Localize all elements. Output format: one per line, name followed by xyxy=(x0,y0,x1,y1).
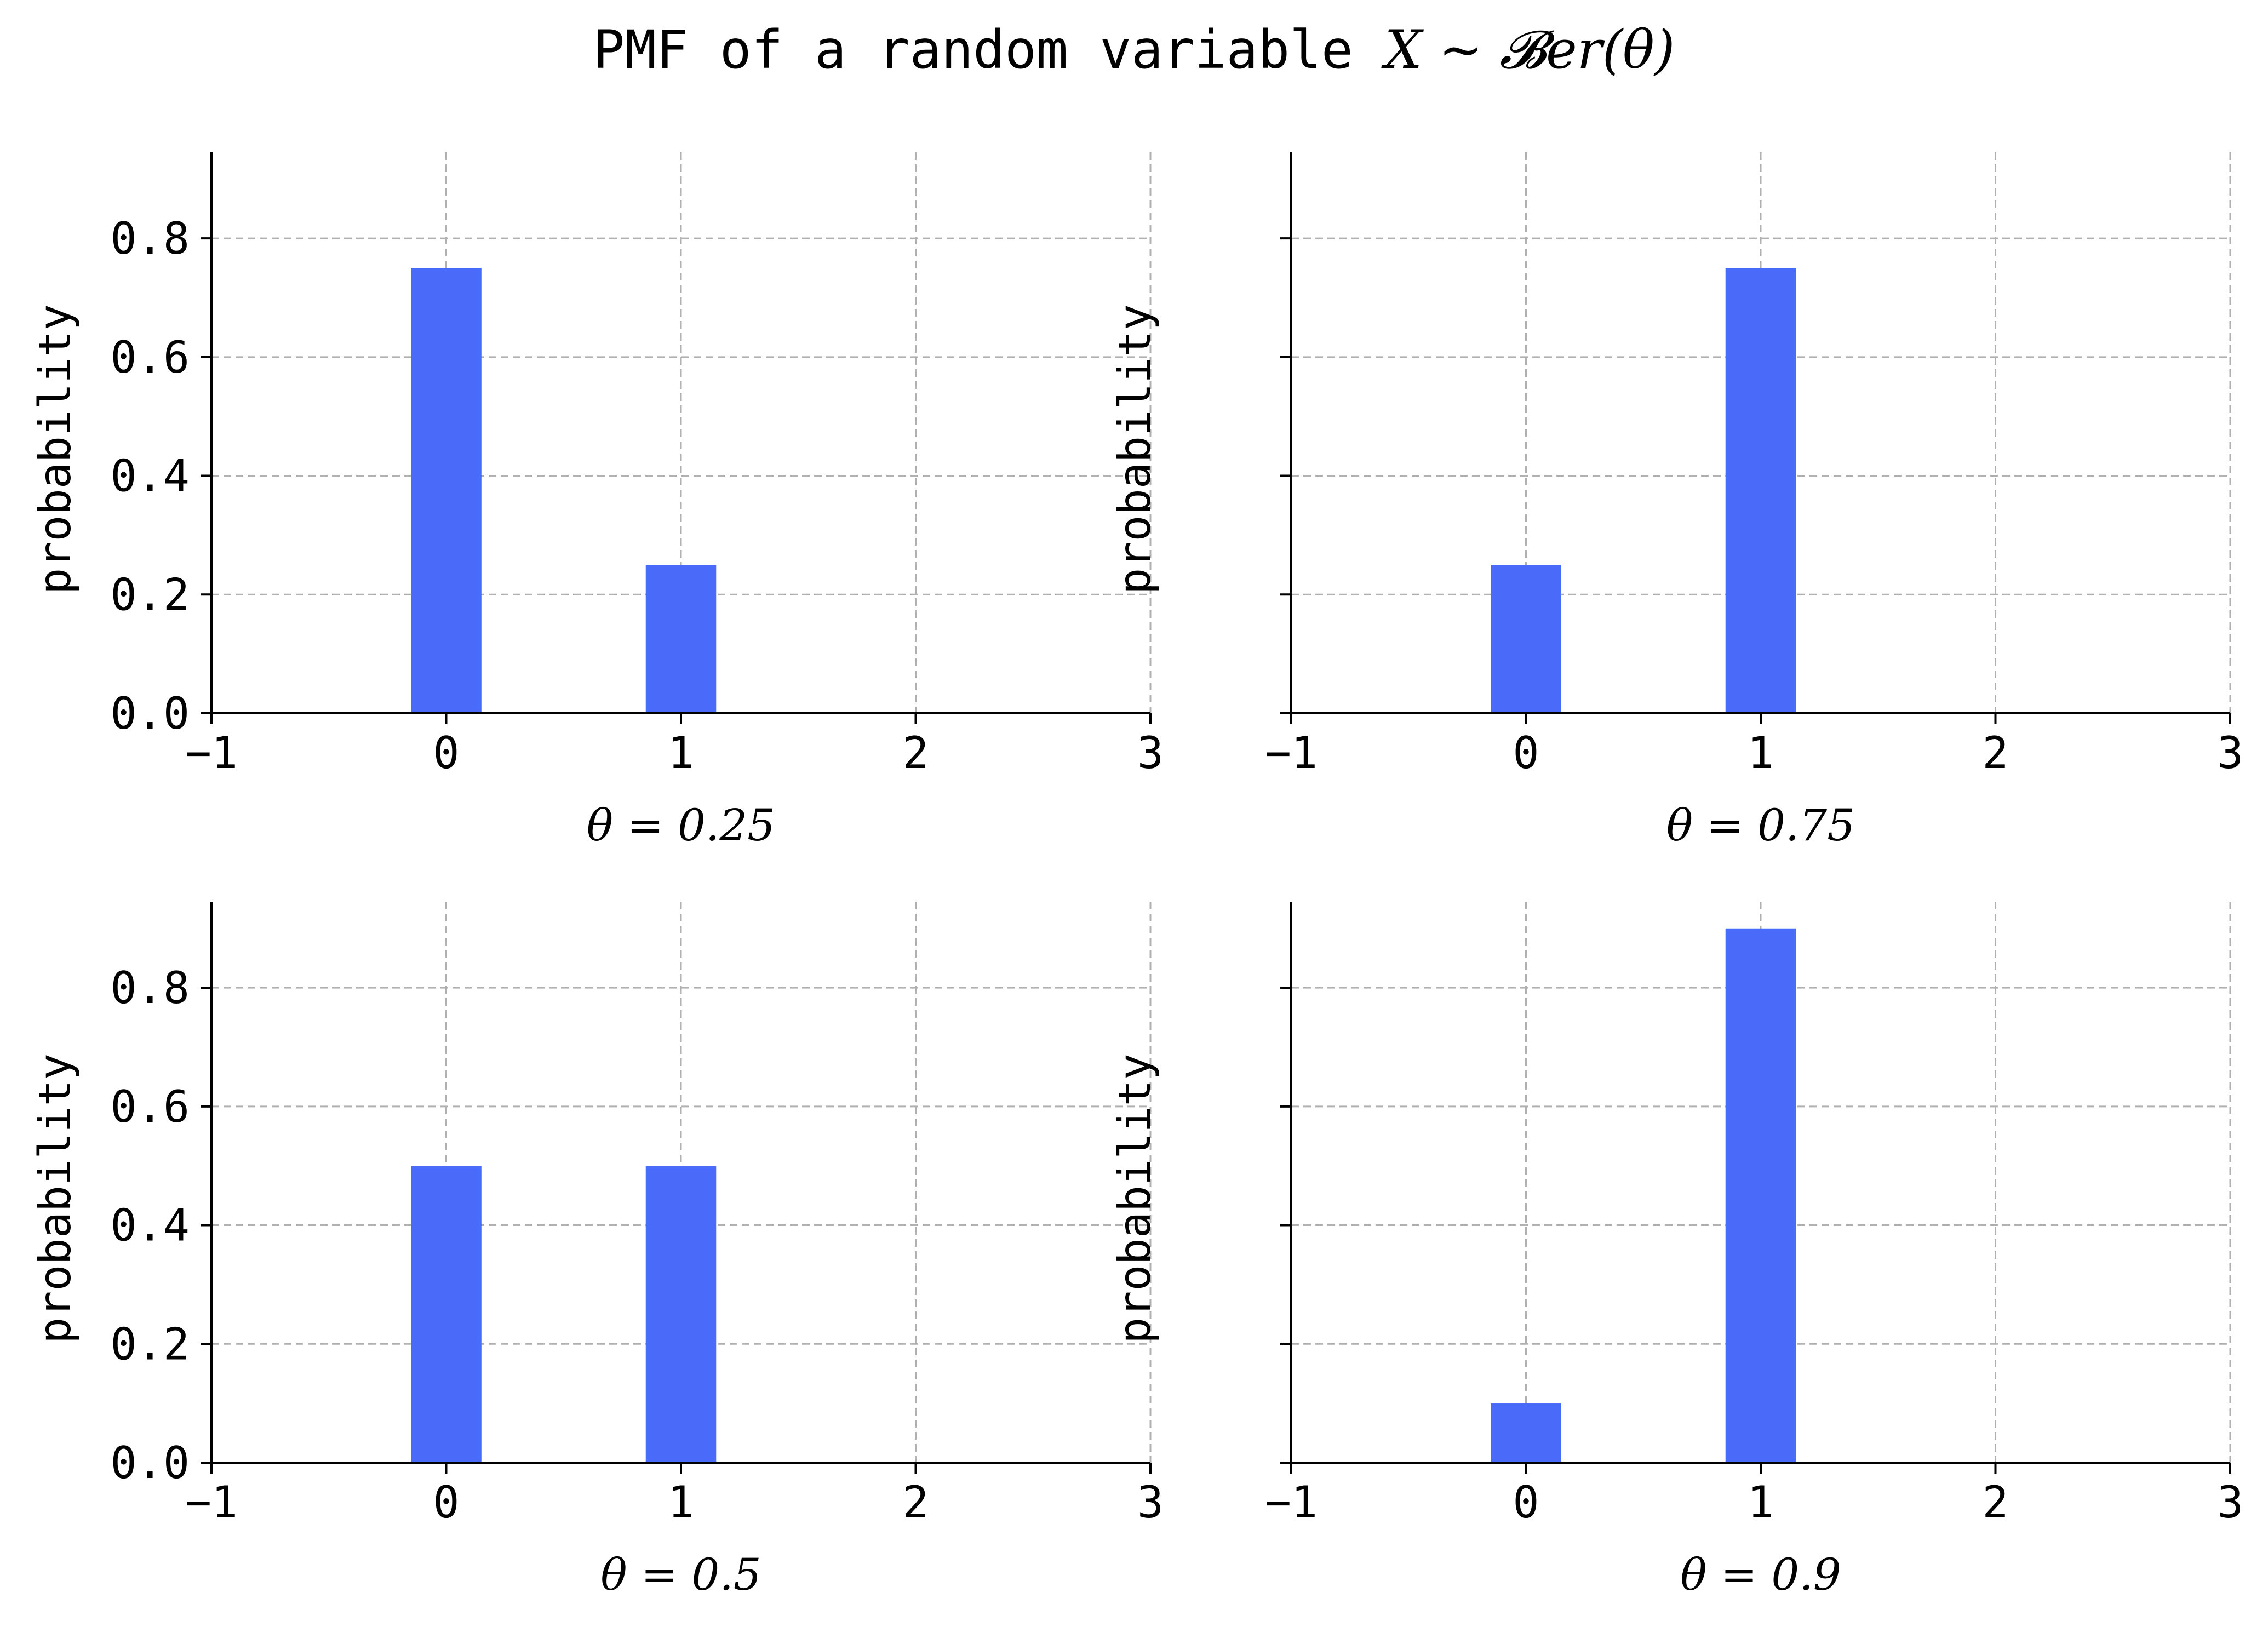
y-tick-label: 0.4 xyxy=(111,451,190,502)
x-tick-label: −1 xyxy=(1265,1477,1318,1528)
figure-title-text: PMF of a random variable xyxy=(593,19,1385,81)
bar-x0 xyxy=(411,268,482,713)
x-tick-label: −1 xyxy=(185,727,238,778)
figure-title-math: X ~ 𝓑er(θ) xyxy=(1381,19,1675,81)
y-tick-label: 0.8 xyxy=(111,213,190,264)
subplot-2: −1 0 1 2 3 θ = 0.75 probability xyxy=(1109,152,2243,851)
bar-x1 xyxy=(1725,268,1796,713)
y-tick-label: 0.6 xyxy=(111,332,190,383)
y-tick-label: 0.2 xyxy=(111,569,190,620)
x-tick-label: 3 xyxy=(2217,1477,2243,1528)
x-tick-label: 2 xyxy=(902,727,929,778)
y-tick-label: 0.0 xyxy=(111,688,190,739)
y-axis-label: probability xyxy=(1109,304,1160,594)
subplot-grid: −1 0 1 2 3 0.0 0.2 0.4 0.6 0.8 θ = 0.25 probability… xyxy=(30,152,2243,1600)
y-tick-label: 0.6 xyxy=(111,1081,190,1132)
x-tick-label: 0 xyxy=(1513,1477,1539,1528)
bar-x1 xyxy=(645,565,717,713)
x-tick-label: 1 xyxy=(1748,727,1774,778)
bar-x1 xyxy=(1725,928,1796,1463)
bar-x0 xyxy=(1491,565,1561,713)
x-tick-label: 1 xyxy=(668,727,694,778)
x-tick-label: 1 xyxy=(668,1477,694,1528)
figure-title: PMF of a random variable X ~ 𝓑er(θ) xyxy=(593,19,1675,81)
y-axis-label: probability xyxy=(30,304,81,594)
x-axis-label: θ = 0.5 xyxy=(600,1549,761,1600)
x-tick-label: 0 xyxy=(433,727,459,778)
x-tick-label: 3 xyxy=(1137,1477,1164,1528)
y-tick-label: 0.8 xyxy=(111,963,190,1013)
bar-x0 xyxy=(1491,1403,1561,1463)
y-axis-label: probability xyxy=(1109,1053,1160,1344)
x-tick-label: 0 xyxy=(433,1477,459,1528)
bar-x1 xyxy=(645,1166,717,1463)
bar-x0 xyxy=(411,1166,482,1463)
x-tick-label: 3 xyxy=(2217,727,2243,778)
x-tick-label: 1 xyxy=(1748,1477,1774,1528)
subplot-3: −1 0 1 2 3 0.0 0.2 0.4 0.6 0.8 θ = 0.5 probability xyxy=(30,902,1164,1600)
x-tick-label: −1 xyxy=(1265,727,1318,778)
y-tick-label: 0.2 xyxy=(111,1319,190,1370)
y-axis-label: probability xyxy=(30,1053,81,1344)
x-tick-label: 0 xyxy=(1513,727,1539,778)
subplot-4: −1 0 1 2 3 θ = 0.9 probability xyxy=(1109,902,2243,1600)
subplot-1: −1 0 1 2 3 0.0 0.2 0.4 0.6 0.8 θ = 0.25 probability xyxy=(30,152,1164,851)
x-tick-label: 3 xyxy=(1137,727,1164,778)
y-tick-label: 0.0 xyxy=(111,1437,190,1488)
x-axis-label: θ = 0.25 xyxy=(587,800,775,851)
x-axis-label: θ = 0.75 xyxy=(1666,800,1855,851)
x-tick-label: 2 xyxy=(1982,727,2008,778)
y-tick-label: 0.4 xyxy=(111,1200,190,1251)
x-tick-label: 2 xyxy=(1982,1477,2008,1528)
x-tick-label: −1 xyxy=(185,1477,238,1528)
x-tick-label: 2 xyxy=(902,1477,929,1528)
x-axis-label: θ = 0.9 xyxy=(1680,1549,1841,1600)
